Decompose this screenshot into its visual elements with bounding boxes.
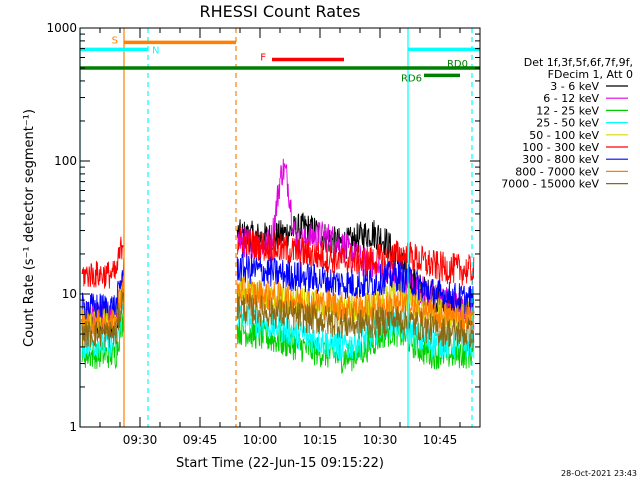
series-line-6-before-gap: [81, 257, 125, 321]
legend-header-line-1: Det 1f,3f,5f,6f,7f,9f,: [524, 56, 633, 69]
legend-label: 12 - 25 keV: [536, 104, 599, 117]
x-tick-label: 10:00: [243, 433, 278, 447]
x-tick-label: 09:30: [123, 433, 158, 447]
legend-entry: 800 - 7000 keV: [515, 165, 628, 178]
x-tick-label: 10:45: [423, 433, 458, 447]
y-tick-label: 1000: [46, 21, 77, 35]
attenuator-events: S N F RD0 RD6: [80, 35, 480, 84]
legend-label: 100 - 300 keV: [522, 141, 599, 154]
legend-header-line-2: FDecim 1, Att 0: [548, 68, 633, 81]
legend-label: 3 - 6 keV: [550, 80, 599, 93]
series-line-7-after-gap: [236, 276, 475, 336]
legend-entry: 12 - 25 keV: [536, 104, 628, 117]
legend-label: 300 - 800 keV: [522, 153, 599, 166]
legend-label: 800 - 7000 keV: [515, 165, 599, 178]
y-axis-label: Count Rate (s⁻¹ detector segment⁻¹): [22, 109, 37, 347]
x-tick-label: 09:45: [183, 433, 218, 447]
chart-title: RHESSI Count Rates: [200, 2, 361, 21]
legend-entry: 6 - 12 keV: [543, 92, 628, 105]
y-tick-label: 1: [69, 420, 77, 434]
y-tick-label: 100: [54, 154, 77, 168]
footer-timestamp: 28-Oct-2021 23:43: [561, 469, 637, 478]
event-label-1: N: [152, 45, 159, 56]
legend-entry: 300 - 800 keV: [522, 153, 628, 166]
series-traces: [81, 158, 475, 374]
legend-entry: 7000 - 15000 keV: [501, 178, 628, 191]
axis-ticks: 1 10 100 1000 09:30 09:45 10:00 10:15 10:30 10:45: [46, 21, 481, 447]
legend-entry: 3 - 6 keV: [550, 80, 628, 93]
series-line-8-before-gap: [81, 292, 125, 348]
series-line-6-after-gap: [236, 252, 475, 316]
legend-label: 50 - 100 keV: [529, 129, 599, 142]
series-line-8-after-gap: [236, 293, 475, 349]
legend-entry: 100 - 300 keV: [522, 141, 628, 154]
series-line-3-after-gap: [236, 304, 475, 361]
event-label-2: F: [260, 52, 266, 63]
event-label-3: RD0: [447, 59, 468, 70]
legend-label: 7000 - 15000 keV: [501, 178, 599, 191]
legend-label: 25 - 50 keV: [536, 117, 599, 130]
x-tick-label: 10:15: [303, 433, 338, 447]
x-tick-label: 10:30: [363, 433, 398, 447]
plot-frame: [79, 27, 481, 428]
legend-entry: 50 - 100 keV: [529, 129, 628, 142]
legend-entry: 25 - 50 keV: [536, 117, 628, 130]
event-label-0: S: [112, 35, 118, 46]
series-line-5-after-gap: [236, 227, 475, 286]
y-tick-label: 10: [62, 287, 77, 301]
series-line-5-before-gap: [81, 236, 125, 289]
series-line-2-after-gap: [236, 315, 475, 374]
x-axis-label: Start Time (22-Jun-15 09:15:22): [176, 456, 384, 471]
legend-label: 6 - 12 keV: [543, 92, 599, 105]
event-label-4: RD6: [401, 73, 422, 84]
